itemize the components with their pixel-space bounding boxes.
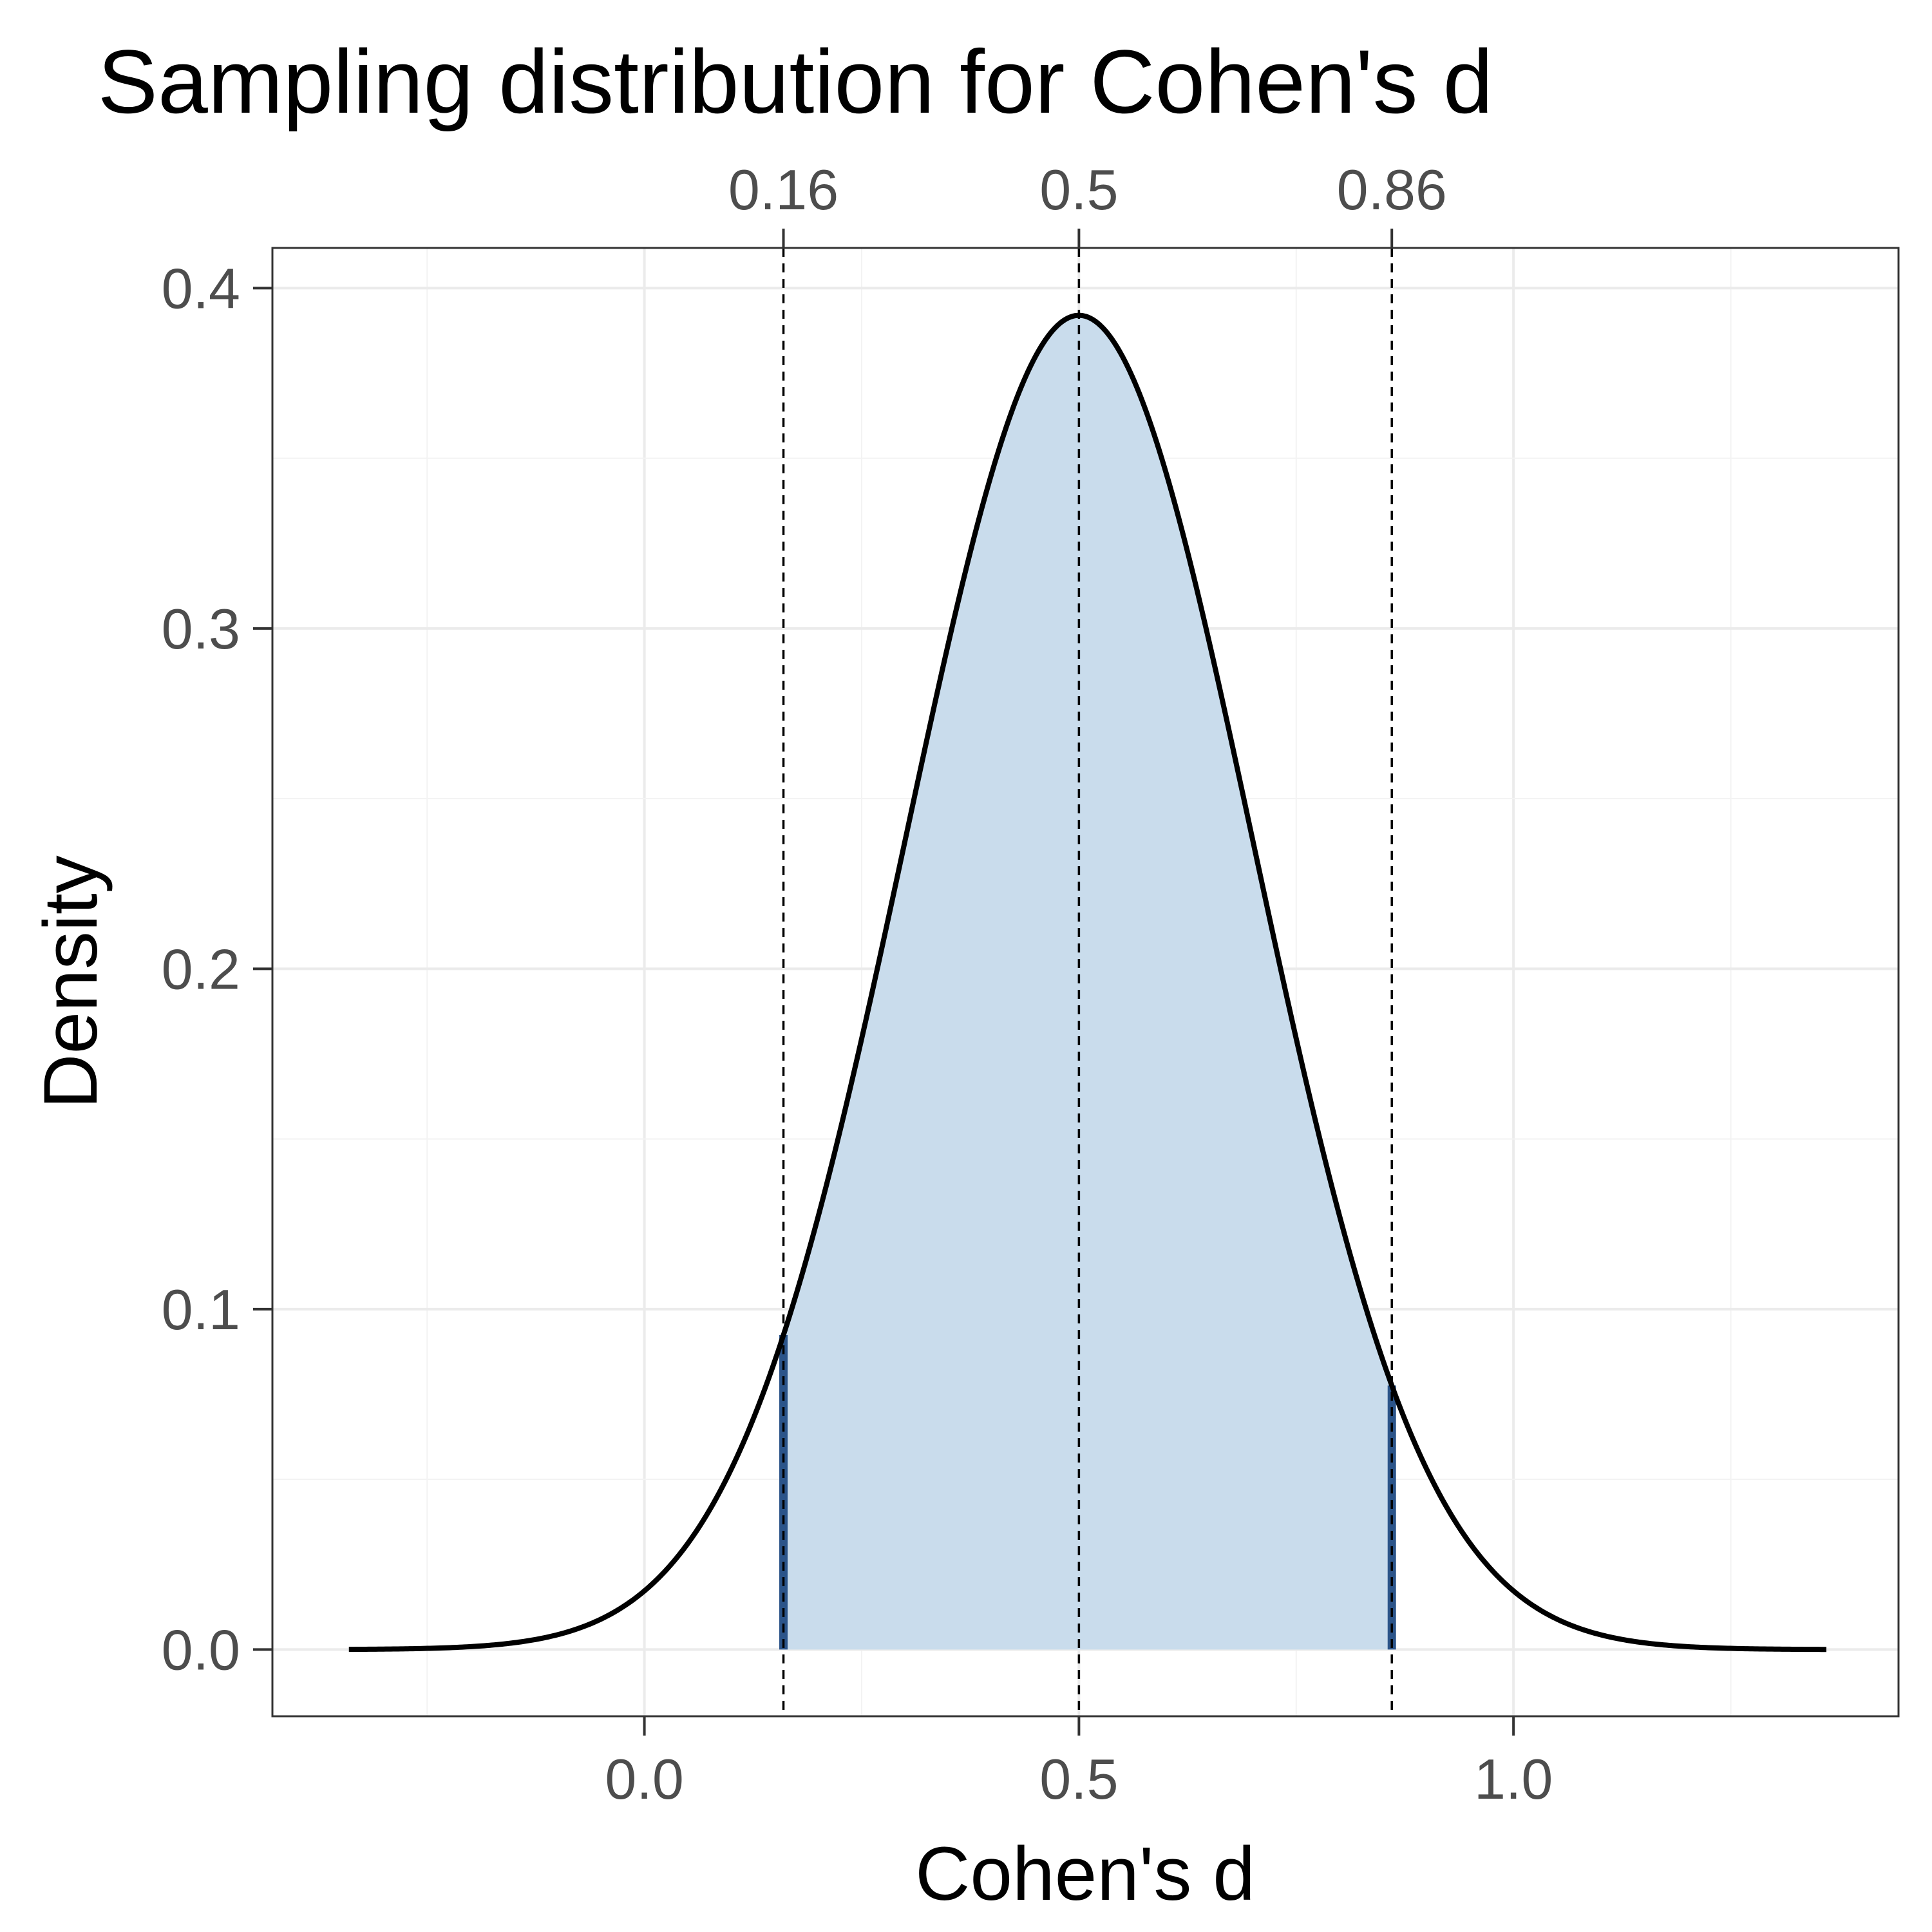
density-curve bbox=[348, 312, 1827, 1653]
top-axis: 0.16 0.5 0.86 bbox=[728, 158, 1447, 248]
x-axis: 0.0 0.5 1.0 bbox=[605, 1716, 1553, 1811]
y-axis: 0.0 0.1 0.2 0.3 0.4 bbox=[162, 256, 272, 1681]
top-axis-tick-label: 0.5 bbox=[1039, 158, 1118, 222]
y-axis-title: Density bbox=[28, 855, 113, 1108]
y-axis-tick-label: 0.4 bbox=[162, 256, 240, 320]
x-axis-title: Cohen's d bbox=[915, 1832, 1255, 1917]
y-axis-tick-label: 0.0 bbox=[162, 1618, 240, 1681]
y-axis-tick-label: 0.2 bbox=[162, 937, 240, 1001]
x-axis-tick-label: 1.0 bbox=[1474, 1747, 1553, 1811]
top-axis-tick-label: 0.16 bbox=[728, 158, 838, 222]
x-axis-tick-label: 0.0 bbox=[605, 1747, 683, 1811]
shaded-interval-area bbox=[783, 315, 1392, 1650]
chart-title: Sampling distribution for Cohen's d bbox=[98, 31, 1493, 132]
y-axis-tick-label: 0.1 bbox=[162, 1278, 240, 1341]
y-axis-tick-label: 0.3 bbox=[162, 597, 240, 661]
reference-lines bbox=[782, 248, 1393, 1716]
top-axis-tick-label: 0.86 bbox=[1337, 158, 1447, 222]
plot-panel-border bbox=[271, 247, 1900, 1718]
x-axis-tick-label: 0.5 bbox=[1039, 1747, 1118, 1811]
